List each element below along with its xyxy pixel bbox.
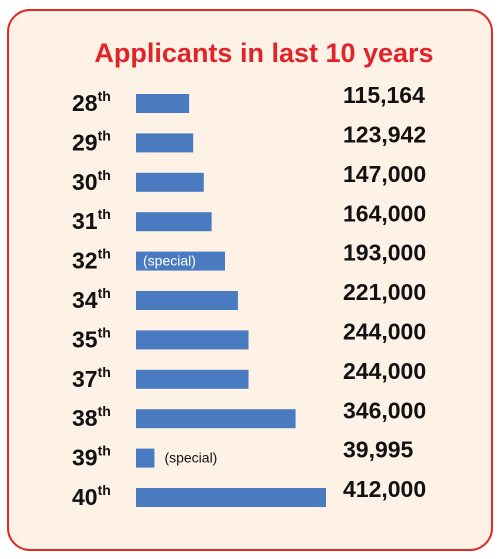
bar [136,133,194,153]
category-label: 39th [72,442,111,470]
category-number: 31 [72,208,98,234]
value-label: 244,000 [343,358,426,384]
bar-note: (special) [164,449,217,465]
panel [7,9,493,551]
value-label: 39,995 [343,437,414,463]
value-label: 412,000 [343,476,426,502]
category-label: 38th [72,403,111,431]
category-number: 29 [72,129,98,155]
category-suffix: th [98,127,111,143]
bar [136,409,296,429]
category-number: 28 [72,90,98,116]
category-label: 37th [72,364,111,392]
value-label: 115,164 [343,82,425,108]
bar [136,488,326,507]
category-suffix: th [98,167,111,183]
bar [136,212,212,232]
value-label: 164,000 [343,200,426,226]
category-suffix: th [98,285,111,301]
bar [136,251,226,271]
category-number: 38 [72,405,98,431]
category-suffix: th [98,403,111,419]
value-label: 193,000 [343,240,426,266]
value-label: 244,000 [343,318,426,344]
bar [136,291,238,310]
bar [136,330,249,350]
bar-note: (special) [143,252,196,268]
category-number: 32 [72,248,98,274]
category-number: 30 [72,169,98,195]
category-label: 34th [72,285,111,313]
value-label: 221,000 [343,279,426,305]
category-label: 32th [72,245,111,273]
bar [136,172,204,192]
category-label: 28th [72,88,111,116]
category-label: 35th [72,324,111,352]
bar [136,369,249,389]
category-number: 37 [72,366,98,392]
category-suffix: th [98,442,111,458]
category-label: 29th [72,127,111,155]
bar [136,448,155,468]
category-label: 30th [72,167,111,195]
category-suffix: th [98,482,111,498]
category-number: 39 [72,445,98,471]
category-number: 40 [72,484,98,510]
bar [136,94,190,113]
chart-title: Applicants in last 10 years [94,38,433,68]
category-suffix: th [98,324,111,340]
value-label: 123,942 [343,121,426,147]
category-label: 40th [72,482,111,510]
category-label: 31th [72,206,111,234]
category-suffix: th [98,206,111,222]
category-suffix: th [98,364,111,380]
category-number: 34 [72,287,98,313]
category-suffix: th [98,245,111,261]
value-label: 346,000 [343,397,426,423]
category-number: 35 [72,326,98,352]
value-label: 147,000 [343,161,426,187]
category-suffix: th [98,88,111,104]
